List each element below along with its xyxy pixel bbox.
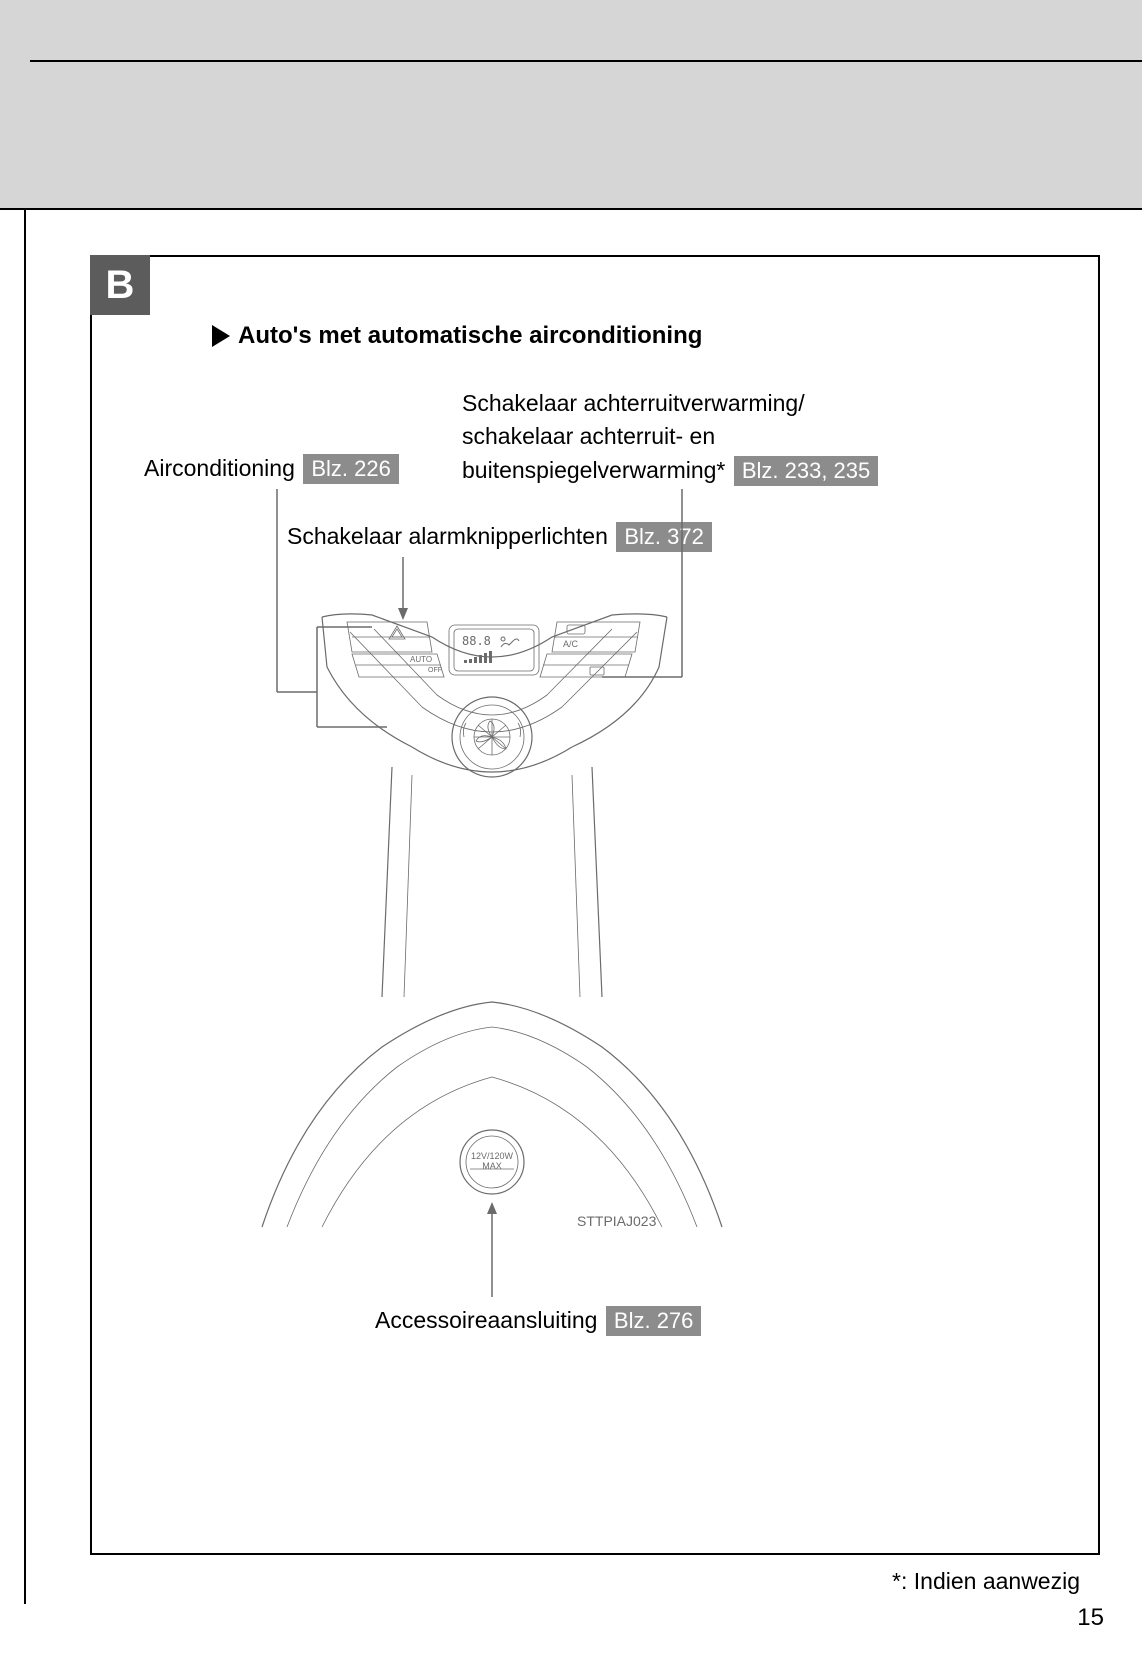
callout-rear-defog: Schakelaar achterruitverwarming/ schakel… xyxy=(462,390,1062,486)
footnote-symbol: * xyxy=(892,1568,901,1594)
airco-ref: Blz. 226 xyxy=(303,454,399,484)
hazard-ref: Blz. 372 xyxy=(616,522,712,552)
footnote-text: : Indien aanwezig xyxy=(901,1568,1080,1594)
page-left-rule xyxy=(24,210,26,1604)
section-letter-badge: B xyxy=(90,255,150,315)
rear-defog-line1: Schakelaar achterruitverwarming/ xyxy=(462,390,1062,417)
panel-ac-label: A/C xyxy=(563,639,578,649)
rear-defog-line3: buitenspiegelverwarming xyxy=(462,457,716,483)
diagram-code-label: STTPIAJ023 xyxy=(577,1213,656,1229)
section-title-text: Auto's met automatische airconditioning xyxy=(238,322,702,350)
section-title-row: Auto's met automatische airconditioning xyxy=(212,322,702,350)
callout-airco: Airconditioning Blz. 226 xyxy=(144,454,399,484)
panel-auto-label: AUTO xyxy=(410,655,432,664)
callout-accessory: Accessoireaansluiting Blz. 276 xyxy=(375,1306,701,1336)
hazard-label: Schakelaar alarmknipperlichten xyxy=(287,523,608,549)
airco-label: Airconditioning xyxy=(144,455,295,481)
section-letter: B xyxy=(106,263,135,308)
rear-defog-asterisk: * xyxy=(716,457,725,483)
page-number: 15 xyxy=(1077,1604,1104,1632)
socket-label: 12V/120W MAX xyxy=(470,1152,514,1172)
rear-defog-ref: Blz. 233, 235 xyxy=(734,456,878,486)
accessory-label: Accessoireaansluiting xyxy=(375,1307,597,1333)
triangle-right-icon xyxy=(212,325,230,347)
socket-line2: MAX xyxy=(470,1162,514,1172)
footnote: *: Indien aanwezig xyxy=(892,1568,1080,1595)
fan-bars-icon xyxy=(464,651,512,665)
callout-hazard: Schakelaar alarmknipperlichten Blz. 372 xyxy=(287,522,712,552)
accessory-ref: Blz. 276 xyxy=(606,1306,702,1336)
rear-defog-line2: schakelaar achterruit- en xyxy=(462,423,1062,450)
panel-display-value: 88.8 xyxy=(462,634,491,648)
page-header-block xyxy=(0,0,1142,210)
panel-off-label: OFF xyxy=(428,667,442,674)
page-header-inner xyxy=(30,60,1142,150)
content-frame: B Auto's met automatische airconditionin… xyxy=(90,255,1100,1555)
airflow-icon xyxy=(499,635,521,649)
